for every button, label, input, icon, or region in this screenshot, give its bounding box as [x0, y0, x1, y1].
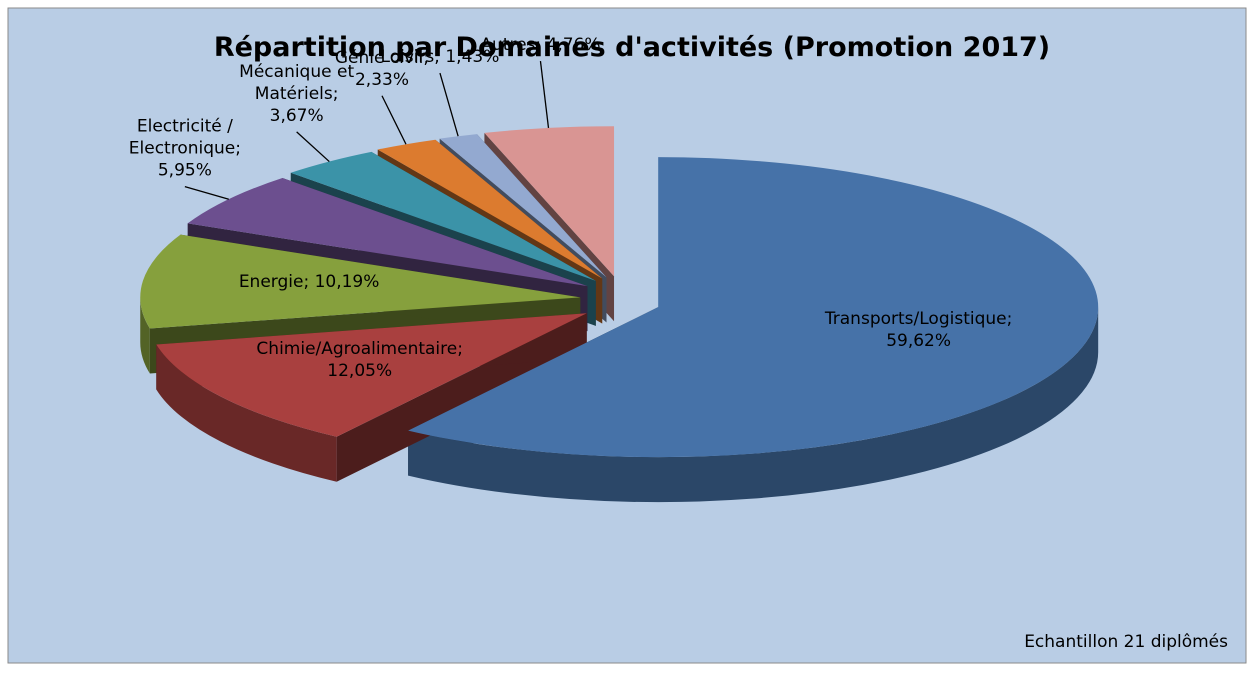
- slice: [377, 139, 603, 279]
- note: Echantillon 21 diplômés: [1024, 632, 1228, 652]
- data-label: Autres; 4,76%: [480, 35, 600, 55]
- leader-line: [539, 60, 550, 129]
- data-label-line: Autres; 4,76%: [480, 35, 600, 55]
- data-label-line: Matériels;: [255, 84, 339, 104]
- data-label: Chimie/Agroalimentaire; 12,05%: [256, 339, 463, 381]
- data-label-line: Mécanique et: [239, 62, 354, 82]
- data-label: Energie; 10,19%: [239, 272, 380, 292]
- data-label-line: Transports/Logistique;: [824, 309, 1012, 329]
- data-label-line: Electronique;: [129, 139, 241, 159]
- slice: [140, 234, 581, 329]
- data-label: Electricité / Electronique; 5,95%: [129, 117, 241, 181]
- slice: [484, 126, 615, 277]
- chart-title: Répartition par Domaines d'activités (Pr…: [214, 32, 1050, 63]
- slice: [156, 313, 587, 437]
- data-label: Mécanique et Matériels; 3,67%: [239, 62, 354, 126]
- data-label: Loisirs; 1,43%: [381, 47, 500, 67]
- slice-wall: [156, 344, 337, 482]
- data-label: Transports/Logistique; 59,62%: [824, 309, 1012, 351]
- data-label-line: Génie civil;: [335, 48, 429, 68]
- leader-line: [381, 95, 407, 145]
- slice-wall: [140, 297, 150, 374]
- data-label-line: Energie; 10,19%: [239, 272, 380, 292]
- data-label-line: 59,62%: [886, 331, 951, 351]
- slice: [187, 177, 588, 287]
- data-label-line: Loisirs; 1,43%: [381, 47, 500, 67]
- slice-wall: [408, 307, 1099, 503]
- data-label-line: 12,05%: [327, 361, 392, 381]
- data-label-line: 3,67%: [270, 106, 324, 126]
- data-label-line: Electricité /: [137, 117, 233, 137]
- slice: [439, 134, 607, 278]
- data-label-line: 2,33%: [355, 70, 409, 90]
- data-label: Génie civil; 2,33%: [335, 48, 429, 90]
- slice: [408, 157, 1099, 458]
- leader-line: [439, 72, 459, 137]
- leader-line: [296, 131, 330, 163]
- slice: [290, 151, 596, 281]
- data-label-line: 5,95%: [158, 161, 212, 181]
- leader-line: [184, 185, 229, 200]
- data-label-line: Chimie/Agroalimentaire;: [256, 339, 463, 359]
